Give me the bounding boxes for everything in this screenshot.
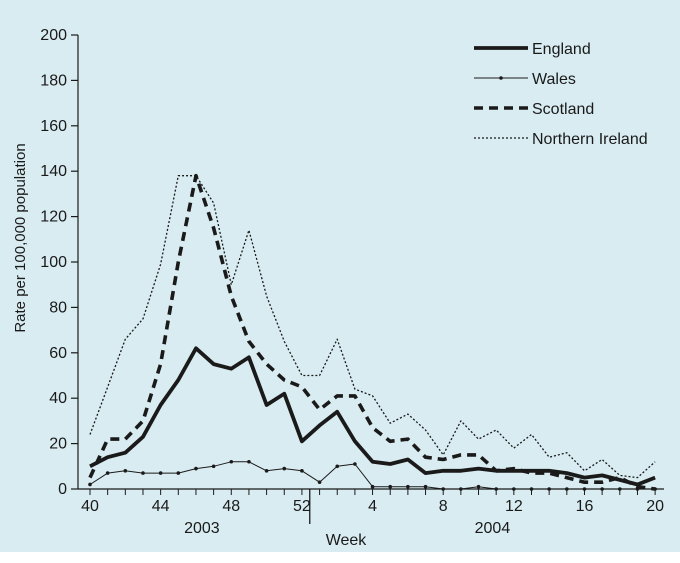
y-tick-label: 160 xyxy=(40,118,67,135)
y-tick-label: 180 xyxy=(40,72,67,89)
year-label: 2004 xyxy=(475,520,511,537)
data-point xyxy=(441,487,446,491)
data-point xyxy=(317,480,322,484)
data-point xyxy=(123,469,128,473)
y-tick-label: 20 xyxy=(49,436,67,453)
data-point xyxy=(388,484,393,489)
data-point xyxy=(423,484,428,489)
data-point xyxy=(565,487,569,491)
x-axis-label: Week xyxy=(326,532,368,549)
data-point xyxy=(176,471,181,475)
y-tick-label: 80 xyxy=(49,299,67,316)
y-tick-label: 120 xyxy=(40,209,67,226)
y-tick-label: 100 xyxy=(40,254,67,271)
x-tick-label: 44 xyxy=(152,498,170,515)
legend-label: Northern Ireland xyxy=(532,131,648,148)
data-point xyxy=(300,469,304,473)
x-tick-label: 16 xyxy=(576,498,594,515)
x-tick-label: 48 xyxy=(222,498,240,515)
x-tick-label: 40 xyxy=(81,498,99,515)
y-tick-label: 40 xyxy=(49,390,67,407)
legend-label: Scotland xyxy=(532,101,594,118)
data-point xyxy=(353,462,357,466)
data-point xyxy=(141,471,145,475)
data-point xyxy=(529,487,534,491)
x-tick-label: 52 xyxy=(293,498,311,515)
data-point xyxy=(335,464,340,469)
data-point xyxy=(406,484,410,489)
x-tick-label: 8 xyxy=(439,498,448,515)
y-tick-label: 60 xyxy=(49,345,67,362)
data-point xyxy=(282,466,287,471)
legend-label: England xyxy=(532,41,591,58)
data-point xyxy=(512,487,516,491)
data-point xyxy=(105,471,110,475)
data-point xyxy=(370,484,375,489)
y-tick-label: 140 xyxy=(40,163,67,180)
series-line-scotland xyxy=(88,173,656,491)
data-point xyxy=(582,487,587,491)
series-line-northern-ireland xyxy=(89,175,656,479)
data-point xyxy=(618,487,622,491)
legend-label: Wales xyxy=(532,71,576,88)
data-point xyxy=(229,459,234,464)
series-layer xyxy=(88,173,657,491)
data-point xyxy=(600,487,604,491)
y-axis-label: Rate per 100,000 population xyxy=(12,143,29,332)
data-point xyxy=(158,471,163,475)
data-point xyxy=(194,466,198,471)
data-point xyxy=(88,482,92,487)
x-tick-label: 20 xyxy=(646,498,664,515)
data-point xyxy=(547,487,551,491)
data-point xyxy=(211,464,216,469)
data-point xyxy=(476,484,481,489)
data-point xyxy=(264,469,269,473)
series-line-england xyxy=(89,346,656,487)
data-point xyxy=(459,487,463,491)
x-tick-label: 12 xyxy=(505,498,523,515)
y-tick-label: 200 xyxy=(40,27,67,44)
legend: England Wales Scotland Northern Ireland xyxy=(474,41,648,148)
data-point xyxy=(247,459,251,464)
x-tick-label: 4 xyxy=(368,498,377,515)
legend-marker xyxy=(499,76,503,80)
data-point xyxy=(494,487,498,491)
y-tick-label: 0 xyxy=(58,481,67,498)
year-label: 2003 xyxy=(184,520,220,537)
